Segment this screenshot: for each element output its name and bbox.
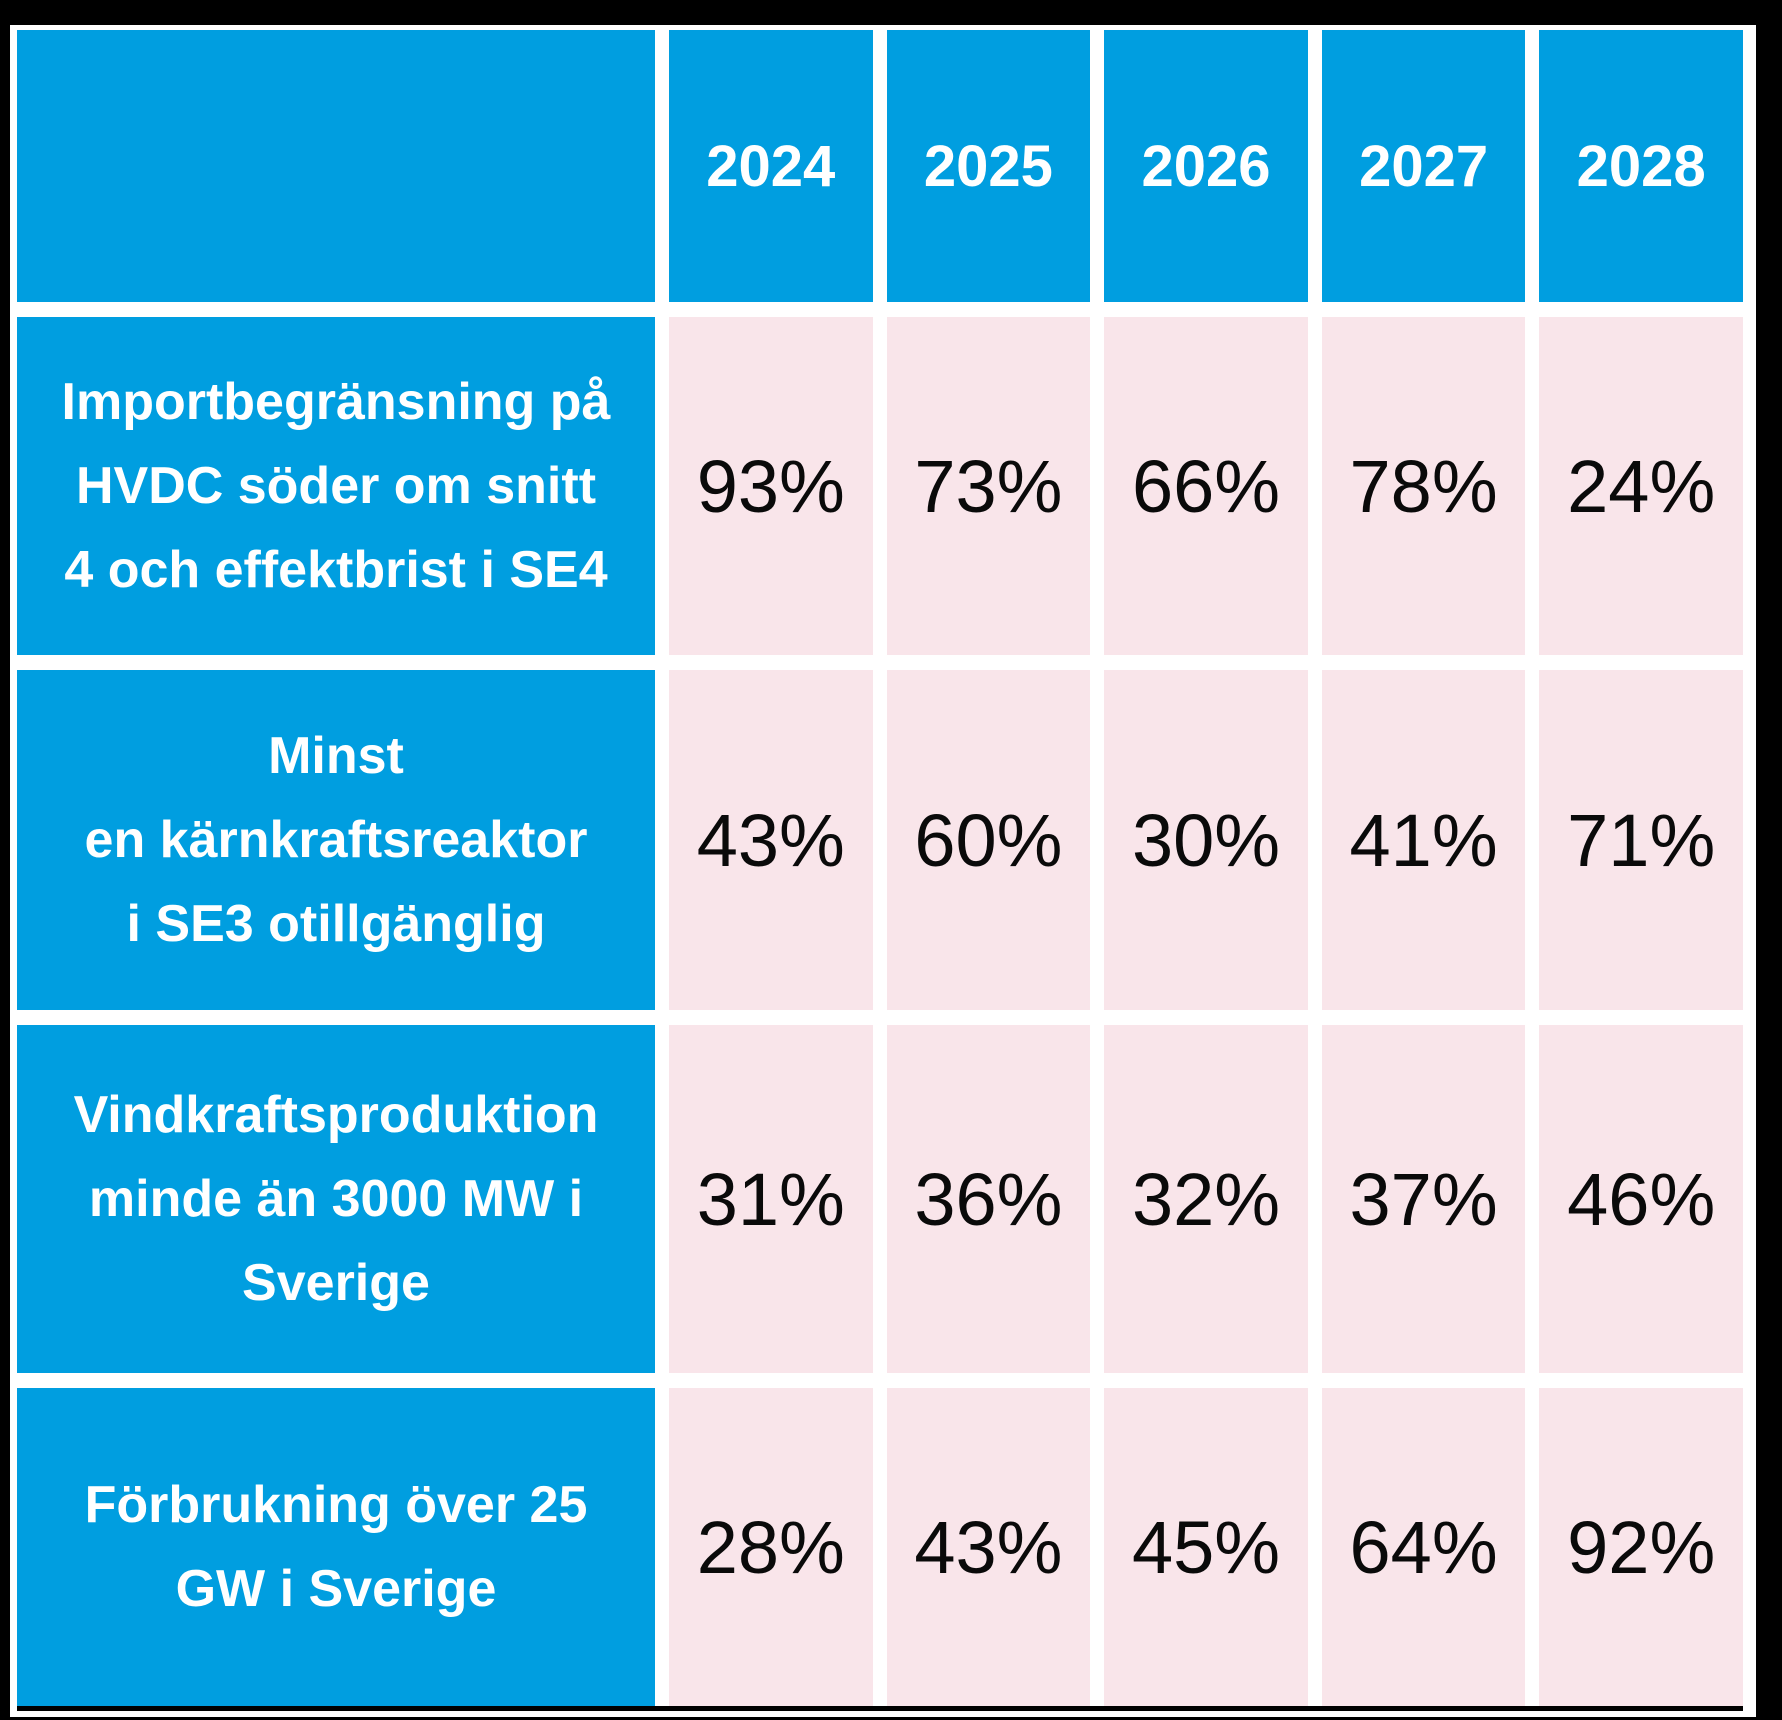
year-header-label: 2028 — [1576, 133, 1706, 199]
row-label-cell-consumption-25gw: Förbrukning över 25 GW i Sverige — [17, 1388, 655, 1706]
value-cell-r2-2028: 71% — [1539, 670, 1743, 1010]
value-cell-r1-2026: 66% — [1104, 317, 1308, 655]
value-cell-r3-2025: 36% — [886, 1025, 1091, 1373]
year-header-label: 2026 — [1141, 133, 1271, 199]
value-cell-r4-2025: 43% — [886, 1388, 1091, 1706]
row-label-cell-import-hvdc: Importbegränsning på HVDC söder om snitt… — [17, 317, 655, 655]
value-cell-r2-2027: 41% — [1321, 670, 1526, 1010]
value-cell-r3-2028: 46% — [1539, 1025, 1743, 1373]
year-header-label: 2027 — [1359, 133, 1489, 199]
value-cell-r2-2024: 43% — [669, 670, 873, 1010]
value-cell-r4-2024: 28% — [669, 1388, 873, 1706]
row-label-cell-nuclear-se3: Minst en kärnkraftsreaktor i SE3 otillgä… — [17, 670, 655, 1010]
value-cell-r3-2026: 32% — [1104, 1025, 1308, 1373]
value-cell-r1-2027: 78% — [1321, 317, 1526, 655]
value-cell-r4-2028: 92% — [1539, 1388, 1743, 1706]
value-cell-r4-2026: 45% — [1104, 1388, 1308, 1706]
corner-header-cell — [17, 30, 655, 302]
value-cell-r3-2024: 31% — [669, 1025, 873, 1373]
value-cell-r4-2027: 64% — [1321, 1388, 1526, 1706]
value-cell-r3-2027: 37% — [1321, 1025, 1526, 1373]
value-cell-r2-2026: 30% — [1104, 670, 1308, 1010]
probability-table: 2024 2025 2026 2027 2028 Importbegränsni… — [10, 25, 1756, 1717]
year-header-cell-2026: 2026 — [1104, 30, 1308, 302]
year-header-cell-2027: 2027 — [1321, 30, 1526, 302]
table-grid: 2024 2025 2026 2027 2028 Importbegränsni… — [17, 30, 1743, 1711]
value-cell-r1-2025: 73% — [886, 317, 1091, 655]
year-header-cell-2025: 2025 — [886, 30, 1091, 302]
value-cell-r1-2028: 24% — [1539, 317, 1743, 655]
row-label-cell-wind-production: Vindkraftsproduktion minde än 3000 MW i … — [17, 1025, 655, 1373]
year-header-label: 2025 — [923, 133, 1053, 199]
year-header-cell-2028: 2028 — [1539, 30, 1743, 302]
year-header-cell-2024: 2024 — [669, 30, 873, 302]
value-cell-r2-2025: 60% — [886, 670, 1091, 1010]
value-cell-r1-2024: 93% — [669, 317, 873, 655]
year-header-label: 2024 — [706, 133, 836, 199]
